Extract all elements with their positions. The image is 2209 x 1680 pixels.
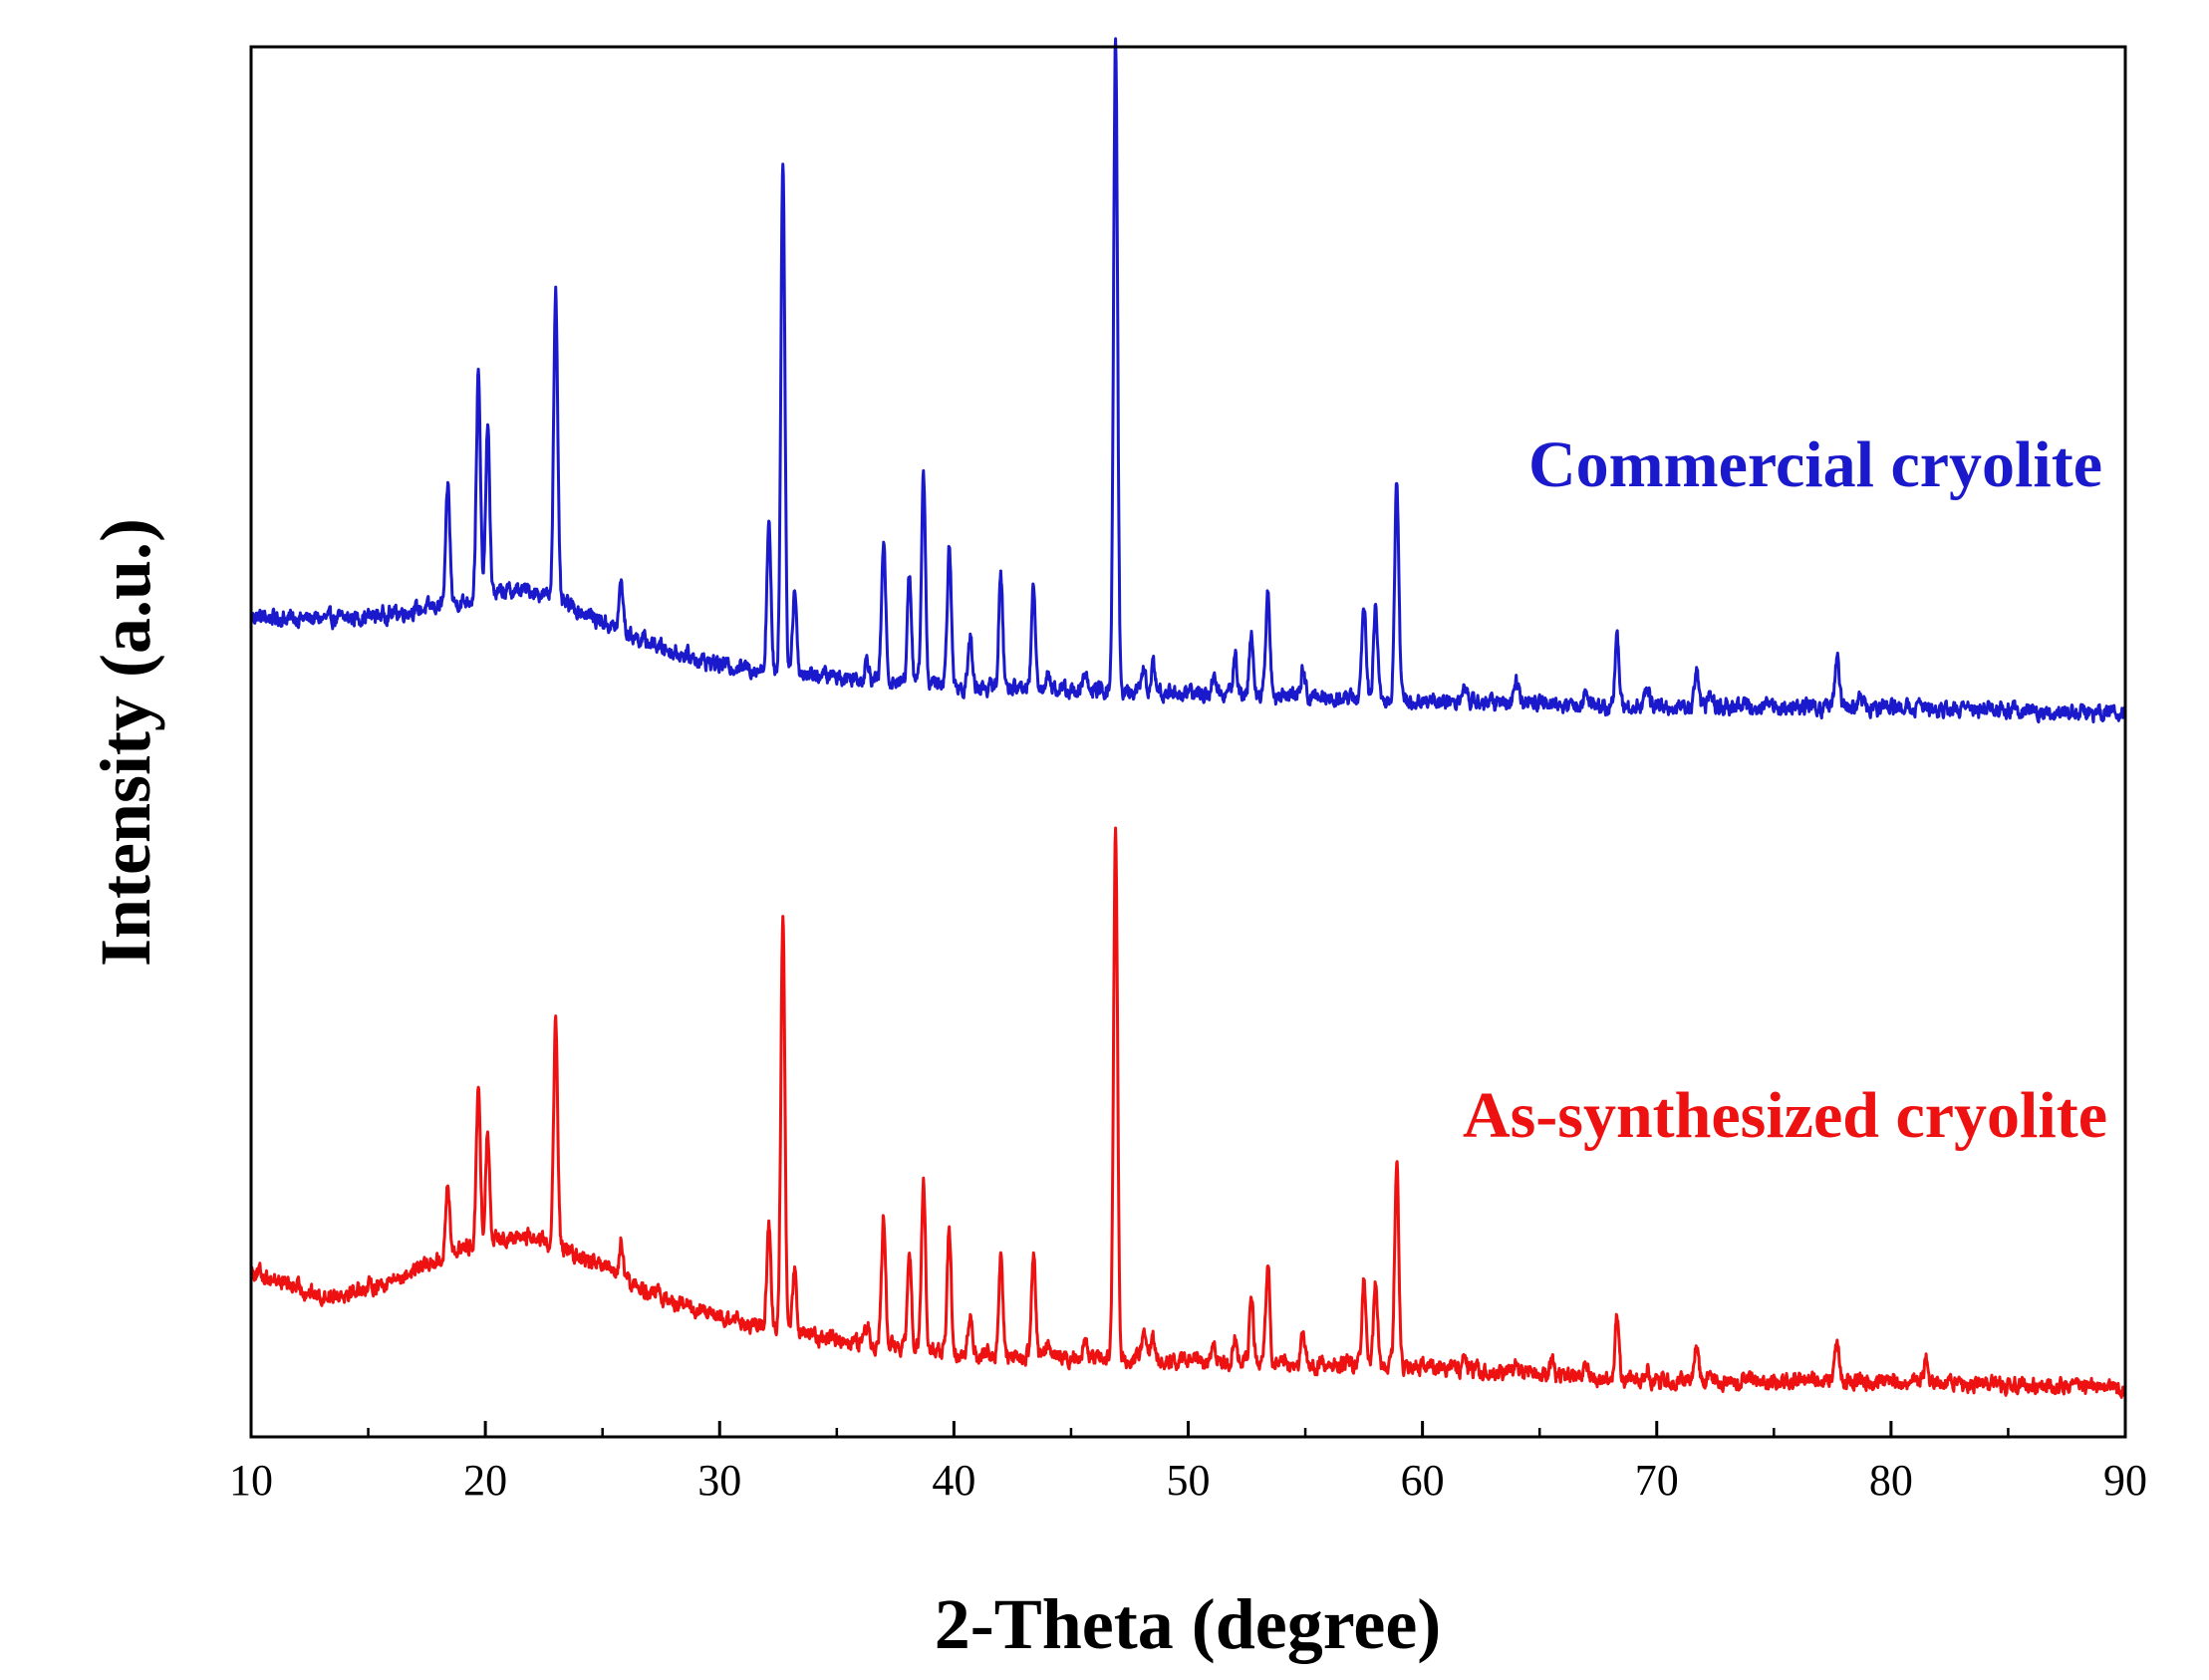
series-layer	[249, 37, 2127, 1399]
y-axis-title: Intensity (a.u.)	[86, 518, 165, 967]
x-tick-label: 80	[1869, 1456, 1913, 1505]
x-tick-label: 90	[2103, 1456, 2147, 1505]
x-tick-label: 30	[697, 1456, 741, 1505]
series-line-as-synthesized-cryolite	[249, 826, 2127, 1399]
x-axis-ticks: 10 20 30 40 50 60 70 80 90	[229, 1421, 2147, 1505]
x-tick-label: 70	[1635, 1456, 1679, 1505]
legend-commercial-cryolite: Commercial cryolite	[1528, 428, 2102, 501]
series-line-commercial-cryolite	[249, 37, 2127, 723]
x-axis-title: 2-Theta (degree)	[935, 1584, 1442, 1664]
x-tick-label: 10	[229, 1456, 273, 1505]
x-tick-label: 50	[1167, 1456, 1211, 1505]
legend-as-synthesized-cryolite: As-synthesized cryolite	[1463, 1079, 2107, 1152]
x-tick-label: 40	[932, 1456, 975, 1505]
x-tick-label: 60	[1401, 1456, 1445, 1505]
x-tick-label: 20	[463, 1456, 507, 1505]
